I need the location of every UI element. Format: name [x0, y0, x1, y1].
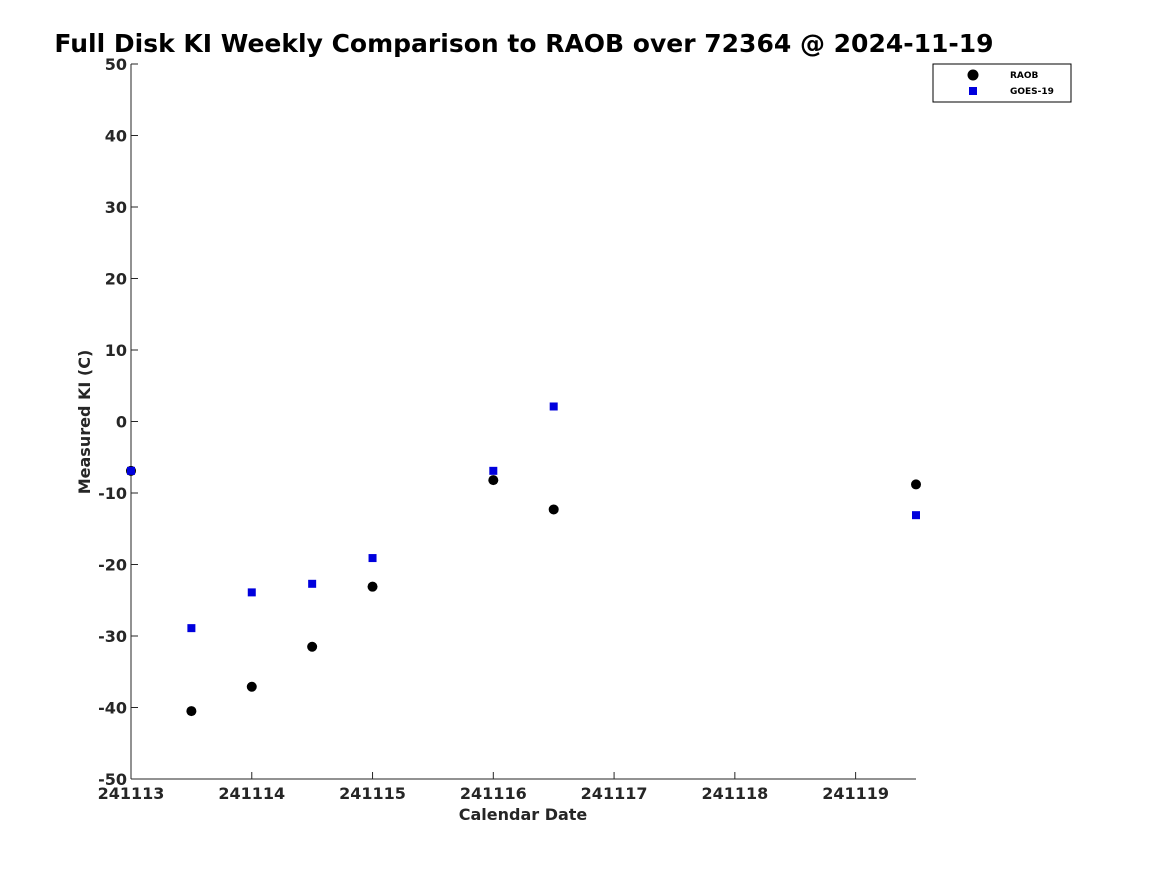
y-tick-label: 40 — [105, 127, 127, 146]
goes-19-point — [549, 402, 558, 411]
x-tick-label: 241116 — [460, 784, 527, 803]
legend-raob-marker — [967, 69, 979, 81]
y-tick-label: 20 — [105, 270, 127, 289]
x-tick-label: 241118 — [701, 784, 768, 803]
legend-raob-label: RAOB — [1010, 71, 1039, 81]
goes-19-point — [368, 554, 377, 563]
raob-point — [246, 681, 257, 692]
y-tick-label: -40 — [98, 699, 127, 718]
raob-point — [367, 581, 378, 592]
y-tick-label: 50 — [105, 55, 127, 74]
raob-point — [186, 706, 197, 717]
raob-point — [548, 504, 559, 515]
plot-area: 241113 241114 241115 241116 241117 241118 2411… — [98, 55, 921, 803]
x-tick-label: 241114 — [218, 784, 285, 803]
y-tick-label: 10 — [105, 341, 127, 360]
goes-19-point — [489, 466, 498, 475]
legend-goes-19-label: GOES-19 — [1010, 87, 1054, 97]
data-points — [126, 402, 921, 717]
y-axis-ticks: 50 40 30 20 10 0 -10 -20 -30 -40 -50 — [98, 55, 138, 789]
goes-19-point — [912, 511, 920, 520]
y-tick-label: 0 — [116, 413, 127, 432]
x-tick-label: 241115 — [339, 784, 406, 803]
y-tick-label: 30 — [105, 198, 127, 217]
raob-point — [307, 641, 318, 652]
x-tick-label: 241117 — [581, 784, 648, 803]
raob-point — [911, 479, 921, 490]
y-tick-label: -10 — [98, 484, 127, 503]
legend-box — [932, 63, 1072, 103]
x-tick-label: 241113 — [98, 784, 165, 803]
goes-19-point — [187, 624, 196, 633]
y-axis-label: Measured KI (C) — [75, 350, 94, 495]
y-tick-label: -20 — [98, 556, 127, 575]
raob-point — [488, 475, 499, 486]
chart-title: Full Disk KI Weekly Comparison to RAOB o… — [54, 29, 993, 58]
legend: RAOB GOES-19 — [932, 63, 1072, 103]
y-tick-label: -50 — [98, 770, 127, 789]
x-axis-ticks: 241113 241114 241115 241116 241117 241118 2411… — [98, 772, 889, 803]
legend-items: RAOB GOES-19 — [967, 69, 1054, 97]
goes-19-point — [247, 588, 256, 597]
goes-19-point — [127, 466, 135, 475]
legend-goes-19-marker — [969, 87, 977, 95]
y-tick-label: -30 — [98, 627, 127, 646]
goes-19-point — [308, 579, 317, 588]
x-tick-label: 241119 — [822, 784, 889, 803]
x-axis-label: Calendar Date — [459, 805, 588, 824]
